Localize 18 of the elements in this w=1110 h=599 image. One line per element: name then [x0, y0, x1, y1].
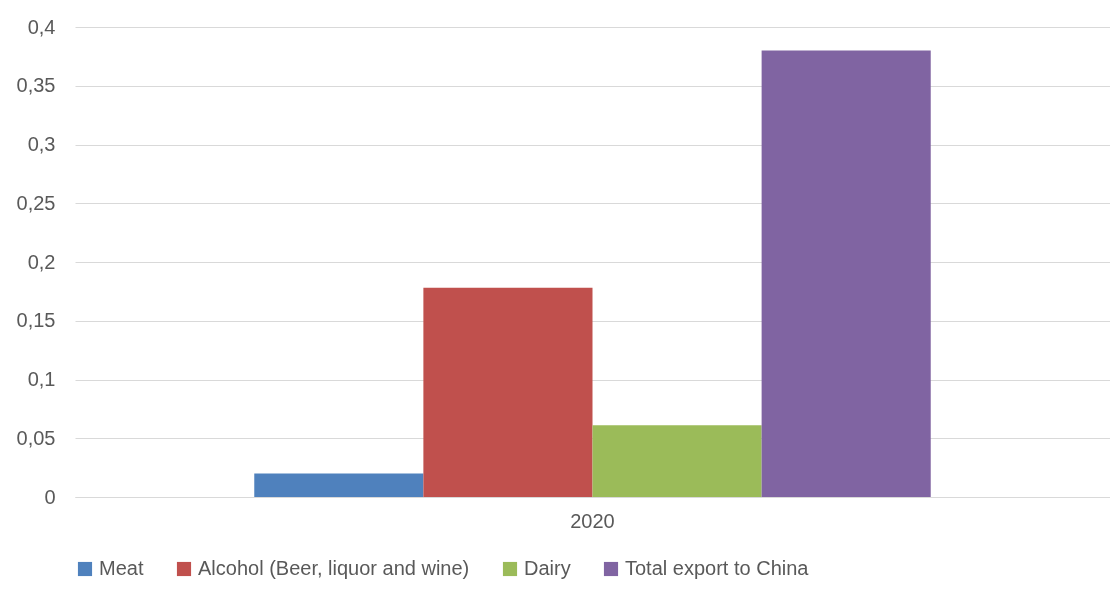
legend-label: Dairy: [524, 557, 571, 579]
y-tick-label: 0,25: [16, 191, 56, 214]
y-tick-label: 0,2: [27, 250, 56, 273]
y-tick-label: 0,05: [16, 426, 56, 449]
x-tick-label: 2020: [570, 509, 615, 532]
legend-label: Total export to China: [625, 557, 810, 579]
y-tick-label: 0,35: [16, 74, 56, 97]
bar: [254, 473, 424, 497]
bar: [423, 287, 593, 497]
y-tick-label: 0,3: [27, 133, 56, 155]
y-tick-label: 0: [44, 485, 56, 508]
y-tick-label: 0,1: [27, 368, 56, 390]
legend-label: Meat: [99, 557, 144, 579]
y-tick-label: 0,15: [16, 309, 56, 332]
bar: [761, 50, 931, 497]
y-tick-label: 0,4: [27, 15, 56, 38]
bar: [592, 425, 762, 497]
legend-label: Alcohol (Beer, liquor and wine): [198, 557, 470, 579]
